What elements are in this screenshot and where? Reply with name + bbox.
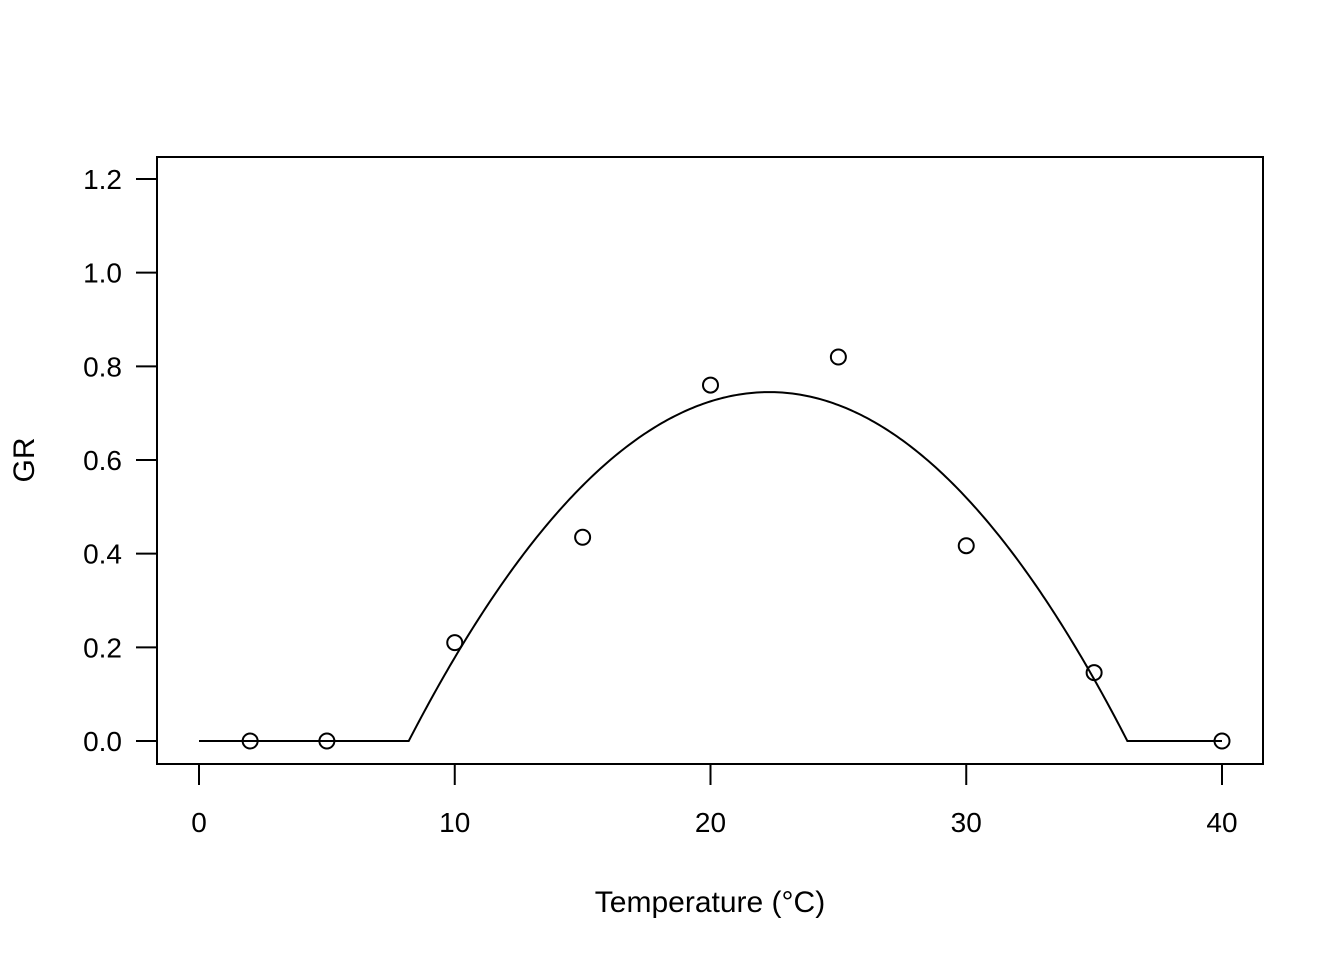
x-tick-label: 20: [695, 807, 726, 838]
y-tick-label: 1.0: [83, 258, 122, 289]
data-point: [1085, 664, 1103, 682]
y-tick-label: 0.4: [83, 539, 122, 570]
fitted-curve-layer: [199, 391, 1222, 742]
y-tick-label: 0.8: [83, 351, 122, 382]
x-tick-label: 10: [439, 807, 470, 838]
data-point: [702, 376, 719, 394]
y-tick-label: 0.0: [83, 726, 122, 757]
x-axis-title: Temperature (°C): [595, 886, 825, 919]
data-points-layer: [241, 348, 1231, 750]
data-point: [574, 528, 592, 546]
y-axis-title: GR: [8, 438, 41, 483]
plot-frame: [156, 156, 1264, 765]
data-point: [241, 732, 259, 750]
data-point: [957, 537, 975, 555]
x-tick-label: 0: [191, 807, 207, 838]
x-tick-label: 30: [951, 807, 982, 838]
y-tick-label: 0.6: [83, 445, 122, 476]
x-tick-label: 40: [1206, 807, 1237, 838]
data-point: [829, 348, 847, 366]
y-tick-label: 0.2: [83, 632, 122, 663]
y-axis: 0.0 0.2 0.4 0.6 0.8 1.0 1.2: [83, 164, 158, 757]
data-point: [1213, 732, 1231, 750]
fitted-curve: [199, 391, 1222, 742]
x-axis: 0 10 20 30 40: [191, 763, 1238, 838]
data-point: [318, 732, 336, 750]
y-tick-label: 1.2: [83, 164, 122, 195]
data-point: [446, 634, 464, 652]
